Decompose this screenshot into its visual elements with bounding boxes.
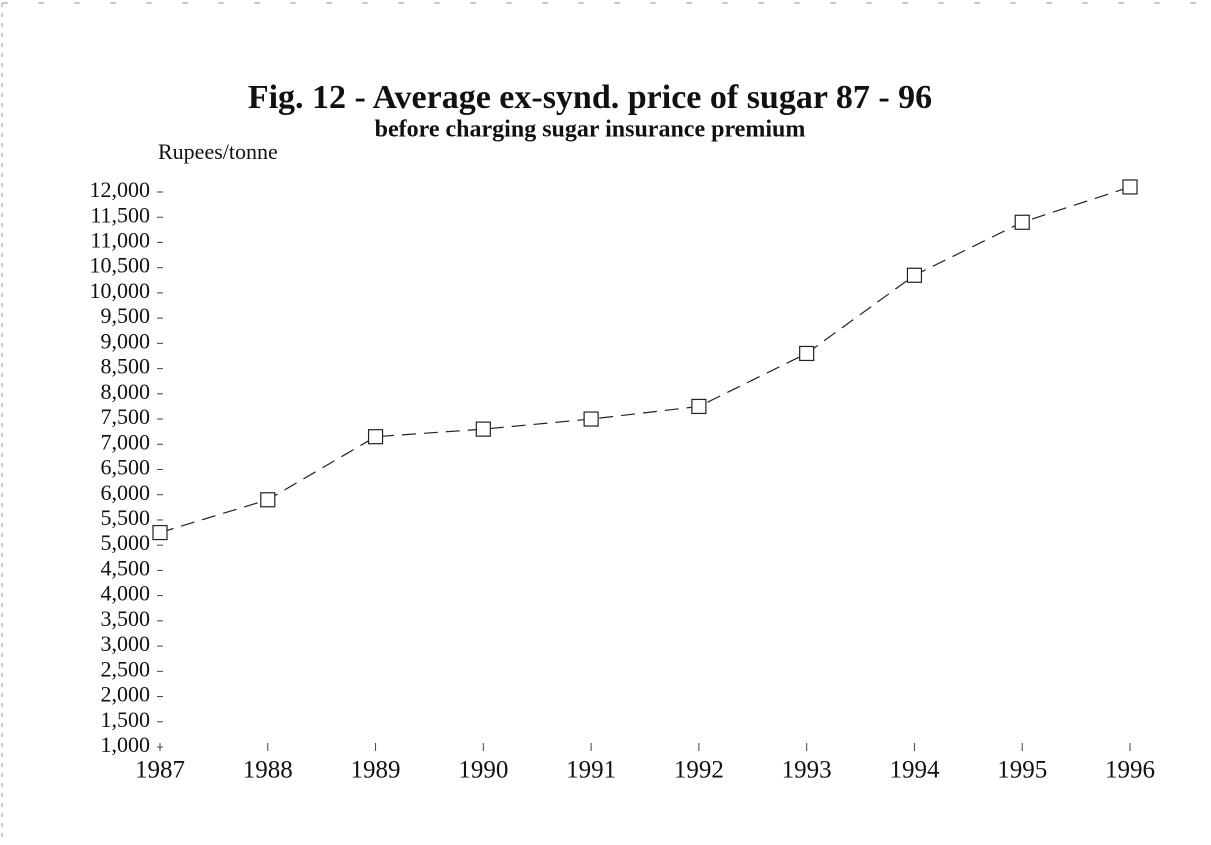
x-tick-label: 1989 <box>351 757 401 784</box>
y-tick-label: 6,500 <box>101 455 151 480</box>
y-tick-label: 10,000 <box>90 278 151 303</box>
y-tick-label: 2,000 <box>101 682 151 707</box>
y-tick-label: 8,500 <box>101 354 151 379</box>
data-marker <box>475 421 491 437</box>
data-marker <box>152 524 168 541</box>
y-tick-label: 11,500 <box>90 202 150 227</box>
data-marker <box>906 267 923 283</box>
y-tick-label: 10,500 <box>90 253 151 278</box>
y-tick-label: 7,500 <box>101 404 151 429</box>
x-tick-label: 1993 <box>782 757 832 784</box>
x-tick-label: 1995 <box>997 757 1047 784</box>
y-tick-label: 3,000 <box>101 631 151 656</box>
x-tick-label: 1992 <box>674 757 724 784</box>
data-marker <box>583 411 599 427</box>
y-tick-label: 6,000 <box>101 480 151 505</box>
x-tick-label: 1990 <box>458 757 508 784</box>
x-tick-label: 1987 <box>135 757 185 784</box>
x-tick-label: 1994 <box>889 757 940 784</box>
x-tick-label: 1996 <box>1105 757 1155 784</box>
y-axis-label: Rupees/tonne <box>158 139 278 164</box>
y-tick-label: 4,500 <box>101 555 151 580</box>
y-tick-label: 11,000 <box>90 228 150 253</box>
y-tick-label: 5,000 <box>101 530 151 555</box>
data-marker <box>1014 214 1030 230</box>
y-tick-label: 1,500 <box>101 707 151 732</box>
y-tick-label: 7,000 <box>101 429 151 454</box>
data-marker <box>260 492 276 508</box>
chart-title: Fig. 12 - Average ex-synd. price of suga… <box>248 79 932 116</box>
data-marker <box>367 429 384 445</box>
y-tick-label: 1,000 <box>101 732 151 757</box>
y-tick-label: 8,000 <box>101 379 151 404</box>
y-tick-label: 4,000 <box>101 581 151 606</box>
y-tick-label: 9,000 <box>101 328 151 353</box>
data-line <box>159 186 1131 534</box>
y-tick-label: 5,500 <box>101 505 151 530</box>
y-tick-label: 12,000 <box>90 177 151 202</box>
y-tick-label: 3,500 <box>101 606 151 631</box>
x-tick-label: 1991 <box>566 757 616 784</box>
chart-subtitle: before charging sugar insurance premium <box>375 117 806 143</box>
y-tick-label: 9,500 <box>101 303 151 328</box>
data-marker <box>1122 179 1138 195</box>
x-tick-label: 1988 <box>243 757 293 784</box>
data-marker <box>799 345 815 362</box>
y-tick-label: 2,500 <box>101 656 151 681</box>
data-marker <box>691 398 707 415</box>
